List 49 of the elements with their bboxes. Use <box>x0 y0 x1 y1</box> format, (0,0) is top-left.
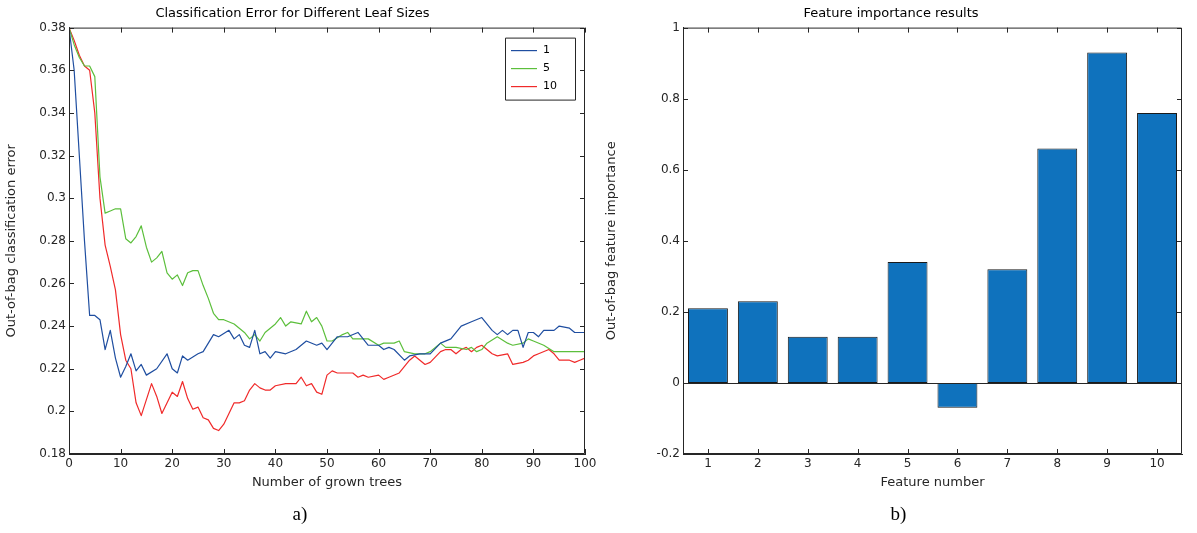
x-tick-label: 40 <box>267 456 284 471</box>
x-tick-label: 20 <box>164 456 180 471</box>
x-tick-label: 70 <box>422 456 438 471</box>
y-axis-title: Out-of-bag feature importance <box>603 141 619 341</box>
y-tick-label: 0.8 <box>660 90 680 105</box>
x-tick-label: 90 <box>525 456 542 471</box>
x-axis-title: Feature number <box>880 473 986 489</box>
y-tick-label: 0.2 <box>660 303 680 318</box>
x-tick-label: 6 <box>953 456 962 471</box>
x-tick-label: 10 <box>112 456 129 471</box>
legend-label: 10 <box>543 79 557 93</box>
x-tick-label: 5 <box>903 456 912 471</box>
x-tick-label: 4 <box>853 456 862 471</box>
y-tick-label: 0.36 <box>39 62 66 77</box>
x-tick-label: 10 <box>1149 456 1165 471</box>
x-tick-label: 2 <box>754 456 762 471</box>
y-tick-label: 0.32 <box>39 147 66 162</box>
y-tick-label: 0.3 <box>46 190 66 205</box>
x-tick-label: 60 <box>370 456 387 471</box>
y-tick-label: 1 <box>672 19 680 34</box>
legend-label: 5 <box>543 61 550 75</box>
x-tick-label: 80 <box>474 456 490 471</box>
y-tick-label: -0.2 <box>656 446 680 461</box>
x-tick-label: 100 <box>573 456 597 471</box>
y-tick-label: 0.38 <box>39 19 66 34</box>
x-tick-label: 7 <box>1003 456 1012 471</box>
chart-title: Feature importance results <box>803 5 979 21</box>
y-tick-label: 0 <box>672 375 680 390</box>
chart-title: Classification Error for Different Leaf Sizes <box>155 5 430 21</box>
x-tick-label: 1 <box>704 456 712 471</box>
y-tick-label: 0.34 <box>39 105 66 119</box>
x-tick-label: 8 <box>1053 456 1062 471</box>
y-tick-label: 0.24 <box>39 318 66 333</box>
text: b) <box>889 503 908 525</box>
x-tick-label: 3 <box>803 456 812 471</box>
y-tick-label: 0.6 <box>660 161 680 176</box>
y-tick-label: 0.28 <box>39 232 66 247</box>
x-axis-title: Number of grown trees <box>251 473 403 489</box>
text: a) <box>291 503 309 525</box>
y-tick-label: 0.4 <box>660 232 680 247</box>
y-tick-label: 0.18 <box>39 446 66 461</box>
x-tick-label: 9 <box>1103 456 1111 471</box>
x-tick-label: 50 <box>319 456 335 471</box>
x-tick-label: 30 <box>216 456 232 471</box>
y-tick-label: 0.2 <box>46 403 66 418</box>
legend-label: 1 <box>543 43 550 57</box>
y-tick-label: 0.26 <box>39 275 66 290</box>
y-axis-title: Out-of-bag classification error <box>3 143 19 338</box>
y-tick-label: 0.22 <box>39 360 66 375</box>
